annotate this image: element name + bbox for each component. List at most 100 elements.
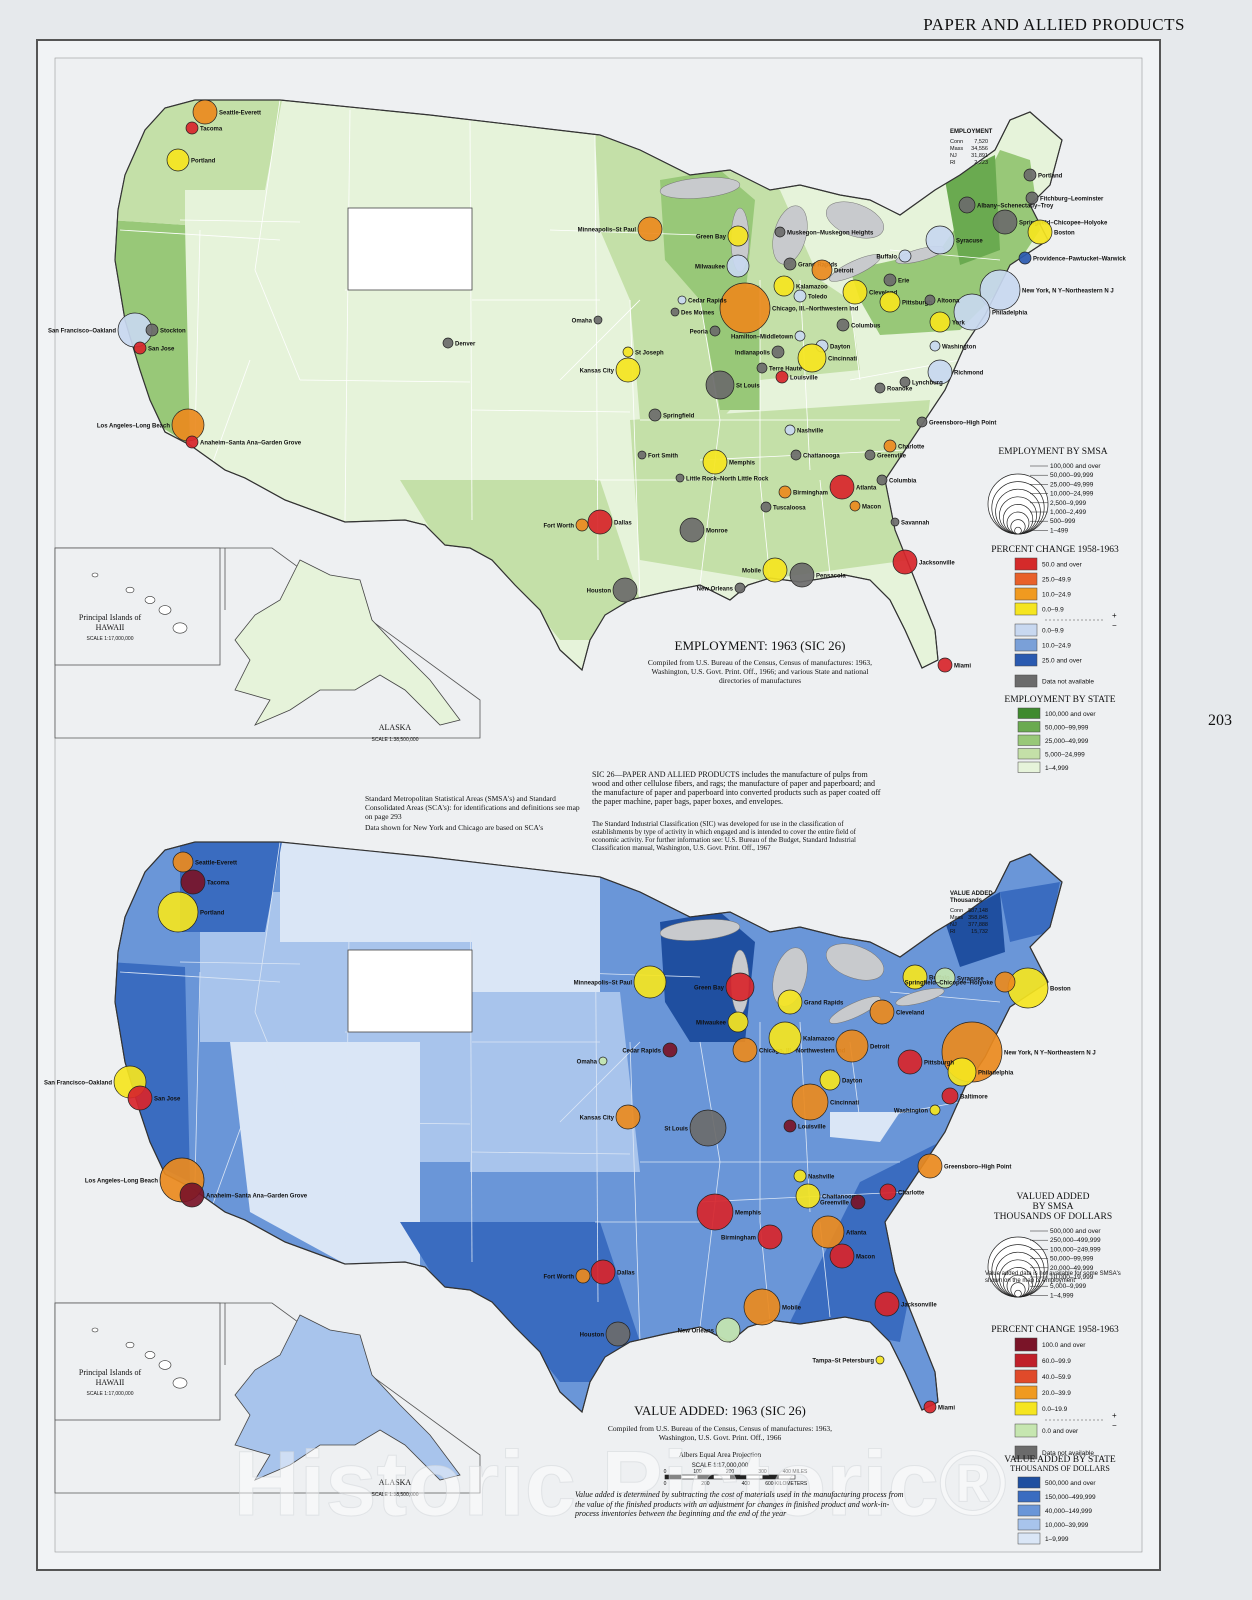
state-boundary [254, 842, 281, 1013]
state-region [1000, 882, 1060, 942]
city-symbol [876, 474, 888, 486]
city-label: Minneapolis–St Paul [578, 228, 637, 234]
city-label: Pittsburgh [902, 301, 932, 307]
city-symbol [929, 311, 951, 333]
legend-swatch [1014, 1337, 1038, 1352]
city-label: Muskegon–Muskegon Heights [787, 231, 874, 237]
legend-item: 10.0–24.9 [1042, 643, 1071, 650]
city-label: Fort Smith [648, 454, 678, 460]
legend-title: VALUED ADDED [1017, 1192, 1090, 1202]
city-symbol [784, 424, 796, 436]
lake [826, 201, 884, 239]
legend-item: 500,000 and over [1050, 1228, 1101, 1235]
city-symbol [979, 269, 1021, 311]
city-label: Detroit [834, 269, 853, 275]
city-label: San Francisco–Oakland [48, 329, 116, 335]
city-symbol [715, 1317, 741, 1343]
legend-title: PERCENT CHANGE 1958-1963 [991, 545, 1119, 555]
city-label: Dayton [830, 345, 851, 351]
city-label: Nashville [808, 1175, 835, 1181]
city-label: Birmingham [721, 1236, 756, 1242]
state-boundary [344, 109, 351, 521]
city-label: York [952, 321, 966, 327]
city-symbol [899, 376, 911, 388]
legend-title: EMPLOYMENT BY SMSA [998, 447, 1107, 457]
city-symbol [593, 315, 603, 325]
sign-minus: − [1112, 1421, 1117, 1430]
legend-item: 100,000–249,999 [1050, 1246, 1101, 1253]
city-label: San Francisco–Oakland [44, 1081, 112, 1087]
scale-bar-segment [697, 1475, 714, 1479]
legend-swatch [1014, 1445, 1038, 1460]
page-header: PAPER AND ALLIED PRODUCTS [923, 15, 1185, 34]
city-symbol [953, 293, 991, 331]
city-label: Anaheim–Santa Ana–Garden Grove [200, 441, 302, 447]
city-label: Seattle-Everett [195, 861, 237, 867]
city-label: San Jose [154, 1097, 181, 1103]
state-boundary [699, 299, 721, 421]
city-label: Charlotte [898, 445, 925, 451]
state-region [180, 842, 282, 932]
legend-item: 25.0–49.9 [1042, 577, 1071, 584]
value-note: Value added data is not available for so… [985, 1271, 1121, 1284]
scale-bar-segment [762, 1475, 779, 1479]
inset-value: 34,556 [971, 146, 988, 152]
city-symbol [864, 449, 876, 461]
city-label: Washington [942, 345, 976, 351]
legend-item: 150,000–499,999 [1045, 1494, 1096, 1501]
city-label: Chattanooga [803, 454, 840, 460]
legend-item: 50,000–99,999 [1045, 724, 1089, 731]
city-label: Tacoma [207, 881, 230, 887]
hawaii-title: HAWAII [96, 623, 125, 632]
city-label: Fitchburg–Leominster [1040, 197, 1104, 203]
city-symbol [179, 1182, 205, 1208]
city-symbol [789, 562, 815, 588]
legend-item: 25,000–49,999 [1050, 481, 1094, 488]
lake [659, 177, 741, 199]
legend-item: 100,000 and over [1050, 463, 1101, 470]
city-symbol [775, 370, 789, 384]
city-label: Macon [862, 505, 881, 511]
city-symbol [743, 1288, 781, 1326]
legend-swatch [1014, 653, 1038, 667]
city-symbol [615, 357, 641, 383]
city-label: Tampa–St Petersburg [812, 1359, 874, 1365]
hawaii-island [144, 596, 156, 604]
state-boundary [849, 1101, 961, 1123]
city-label: Jacksonville [901, 1303, 937, 1309]
inset-title: EMPLOYMENT [950, 129, 993, 135]
state-boundary [194, 971, 201, 1183]
city-symbol [829, 1243, 855, 1269]
city-symbol [192, 99, 218, 125]
scale-miles: 400 MILES [783, 1469, 808, 1475]
city-symbol [762, 557, 788, 583]
city-symbol [923, 1400, 937, 1414]
city-label: Providence–Pawtucket–Warwick [1033, 257, 1126, 263]
legend-item: 0.0 and over [1042, 1428, 1079, 1435]
city-symbol [850, 1194, 866, 1210]
city-label: Nashville [797, 429, 824, 435]
city-symbol [689, 1109, 727, 1147]
city-symbol [924, 294, 936, 306]
city-symbol [670, 307, 680, 317]
city-symbol [898, 249, 912, 263]
city-label: Seattle-Everett [219, 111, 261, 117]
city-label: Minneapolis–St Paul [574, 981, 633, 987]
scale: SCALE 1:17,000,000 [692, 1463, 749, 1469]
page-number: 203 [1208, 712, 1232, 729]
legend-title: BY SMSA [1032, 1202, 1073, 1212]
city-label: Grand Rapids [804, 1001, 844, 1007]
city-symbol [1027, 219, 1053, 245]
city-symbol [929, 340, 941, 352]
city-symbol [773, 275, 795, 297]
city-label: Peoria [690, 330, 709, 336]
legend-title: VALUE ADDED BY STATE [1004, 1455, 1116, 1465]
city-label: Omaha [572, 319, 593, 325]
city-symbol [166, 148, 190, 172]
inset-state: Mass [950, 915, 963, 921]
city-label: Mobile [782, 1306, 802, 1312]
city-symbol [879, 1183, 897, 1201]
lake [659, 919, 741, 941]
legend-swatch [1014, 1385, 1038, 1400]
projection: Albers Equal Area Projection [679, 1451, 762, 1459]
